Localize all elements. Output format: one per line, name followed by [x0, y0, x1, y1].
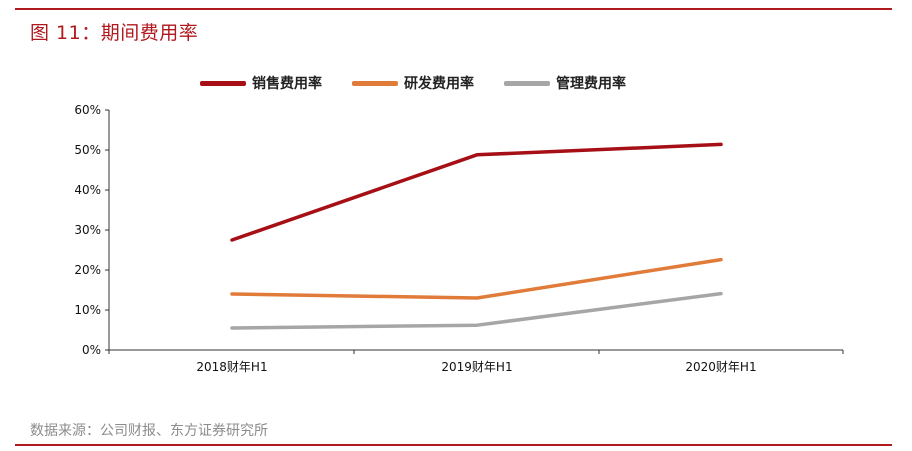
y-tick-label: 0% [82, 343, 101, 357]
legend-swatch-rd [352, 80, 398, 86]
legend-item-admin: 管理费用率 [504, 73, 626, 93]
chart-legend: 销售费用率 研发费用率 管理费用率 [200, 73, 656, 93]
figure-title: 图 11：期间费用率 [30, 22, 199, 44]
chart-series [230, 142, 723, 330]
y-tick-label: 60% [74, 103, 101, 117]
y-tick-label: 20% [74, 263, 101, 277]
series-line-0 [230, 142, 723, 242]
legend-swatch-admin [504, 80, 550, 86]
top-rule [15, 8, 892, 10]
y-tick-label: 30% [74, 223, 101, 237]
legend-label-sales: 销售费用率 [252, 76, 322, 92]
bottom-rule [15, 444, 892, 446]
legend-item-sales: 销售费用率 [200, 73, 322, 93]
series-line-1 [230, 257, 723, 300]
y-tick-label: 50% [74, 143, 101, 157]
x-tick-label: 2019财年H1 [441, 360, 512, 374]
legend-swatch-sales [200, 80, 246, 86]
series-line-2 [230, 291, 723, 330]
legend-label-admin: 管理费用率 [556, 76, 626, 92]
y-tick-label: 10% [74, 303, 101, 317]
source-note: 数据来源：公司财报、东方证券研究所 [30, 423, 268, 439]
x-tick-label: 2020财年H1 [685, 360, 756, 374]
x-tick-label: 2018财年H1 [196, 360, 267, 374]
legend-label-rd: 研发费用率 [404, 76, 474, 92]
chart-axes: 0% 10% 20% 30% 40% 50% 60% 2018财年H1 2019财年H1 2020… [74, 103, 844, 374]
legend-item-rd: 研发费用率 [352, 73, 474, 93]
y-tick-label: 40% [74, 183, 101, 197]
